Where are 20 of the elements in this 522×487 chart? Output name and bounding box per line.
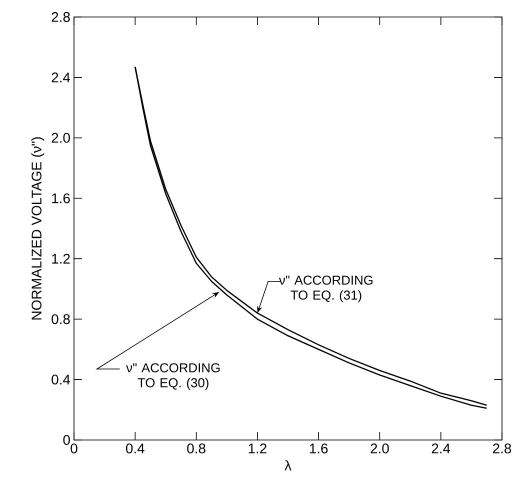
y-tick-label: 2.4 — [52, 72, 70, 82]
x-axis-title: λ — [284, 460, 292, 470]
x-tick-label: 0 — [70, 444, 78, 454]
annotation: ν" ACCORDING TO EQ. (30) — [126, 363, 220, 390]
y-tick-label: 0.8 — [52, 314, 70, 324]
y-tick-label: 0 — [63, 435, 70, 445]
x-tick-label: 1.2 — [248, 444, 266, 454]
x-tick-label: 0.8 — [187, 444, 206, 454]
annotation: ν" ACCORDING TO EQ. (31) — [278, 276, 373, 302]
x-tick-label: 0.4 — [126, 444, 144, 454]
x-tick-label: 2.0 — [370, 444, 389, 454]
x-tick-label: 2.8 — [493, 444, 512, 454]
y-tick-label: 0.4 — [52, 374, 70, 385]
y-tick-label: 1.2 — [52, 254, 70, 264]
y-tick-label: 1.6 — [52, 193, 70, 204]
y-tick-label: 2.8 — [52, 12, 70, 22]
x-tick-label: 1.6 — [310, 444, 328, 454]
x-tick-label: 2.4 — [432, 444, 450, 454]
y-axis-title: NORMALIZED VOLTAGE (ν") — [31, 137, 44, 320]
y-tick-label: 2.0 — [52, 132, 70, 143]
